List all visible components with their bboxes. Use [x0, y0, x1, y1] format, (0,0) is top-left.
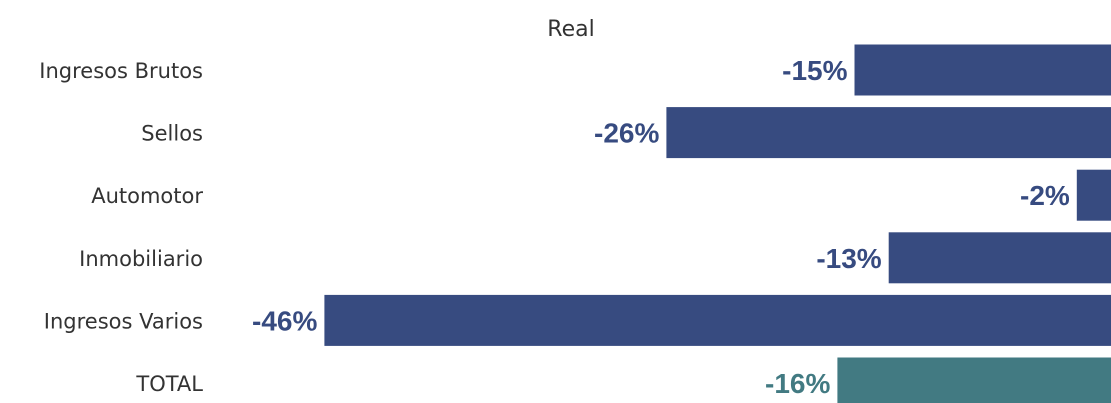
- value-label-total: -16%: [765, 368, 830, 399]
- bar-total: [837, 357, 1111, 403]
- bar-ingresos-brutos: [854, 44, 1111, 96]
- value-label-ingresos-brutos: -15%: [782, 55, 847, 86]
- value-label-automotor: -2%: [1020, 180, 1070, 211]
- value-label-ingresos-varios: -46%: [252, 305, 317, 336]
- bar-automotor: [1076, 169, 1111, 221]
- category-label-ingresos-varios: Ingresos Varios: [44, 309, 203, 333]
- category-label-inmobiliario: Inmobiliario: [79, 247, 203, 271]
- category-label-automotor: Automotor: [91, 184, 203, 208]
- bar-inmobiliario: [888, 232, 1111, 284]
- bar-ingresos-varios: [324, 294, 1111, 346]
- value-label-sellos: -26%: [594, 118, 659, 149]
- value-label-inmobiliario: -13%: [816, 243, 881, 274]
- series-title: Real: [547, 17, 594, 42]
- bar-sellos: [666, 107, 1111, 159]
- chart-rows: Ingresos Brutos -15% Sellos -26% Automotor -2…: [39, 44, 1111, 403]
- category-label-sellos: Sellos: [141, 122, 203, 146]
- category-label-total: TOTAL: [135, 372, 203, 396]
- category-label-ingresos-brutos: Ingresos Brutos: [39, 59, 203, 83]
